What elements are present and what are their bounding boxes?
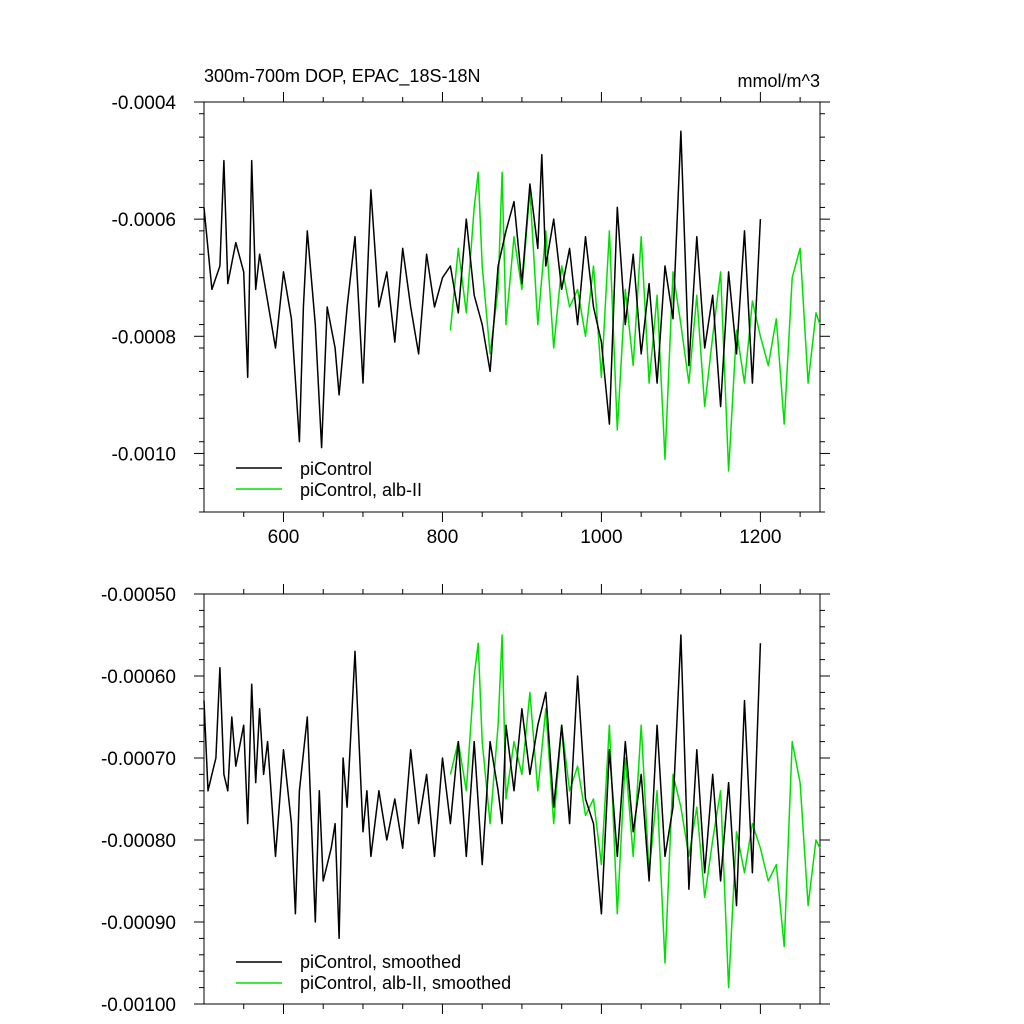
y-tick-label: -0.0010 [112,444,176,465]
y-tick-label: -0.00050 [101,585,176,606]
bottom-legend: piControl, smoothed piControl, alb-II, s… [236,952,511,993]
legend-label-alb-ii: piControl, alb-II [300,480,422,500]
series-line-picontrol-alb-ii [449,171,821,472]
bottom-series-group [203,634,821,989]
bottom-plot-frame [203,593,821,1005]
x-tick-label: 1200 [739,527,781,548]
top-plot-frame [203,101,821,513]
top-legend: piControl piControl, alb-II [236,459,422,500]
bottom-tick-group: -0.00050 -0.00060 -0.00070 -0.00080 -0.00090… [101,584,830,1016]
top-chart-title: 300m-700m DOP, EPAC_18S-18N [204,66,480,87]
series-line-picontrol [203,130,762,449]
y-tick-label: -0.00070 [101,749,176,770]
bottom-panel: -0.00050 -0.00060 -0.00070 -0.00080 -0.00090… [101,584,830,1016]
legend-label-picontrol: piControl [300,459,372,479]
y-tick-label: -0.00090 [101,913,176,934]
legend-label-picontrol-smoothed: piControl, smoothed [300,952,461,972]
y-tick-label: -0.0006 [112,210,176,231]
series-line-picontrol-alb-ii-smoothed [449,634,821,989]
x-tick-label: 1000 [580,527,622,548]
top-panel: 300m-700m DOP, EPAC_18S-18N mmol/m^3 600… [112,66,830,548]
y-tick-label: -0.0008 [112,327,176,348]
y-tick-label: -0.00100 [101,995,176,1016]
y-tick-label: -0.00080 [101,831,176,852]
x-tick-label: 600 [268,527,300,548]
top-series-group [203,130,821,472]
y-tick-label: -0.00060 [101,667,176,688]
x-tick-label: 800 [427,527,459,548]
y-tick-label: -0.0004 [112,93,177,114]
series-line-picontrol-smoothed [203,634,762,940]
legend-label-alb-ii-smoothed: piControl, alb-II, smoothed [300,973,511,993]
top-tick-group: 600 800 1000 1200 -0.0004 -0.0006 -0.0008 -0.00… [112,92,830,548]
top-chart-units: mmol/m^3 [738,71,820,91]
